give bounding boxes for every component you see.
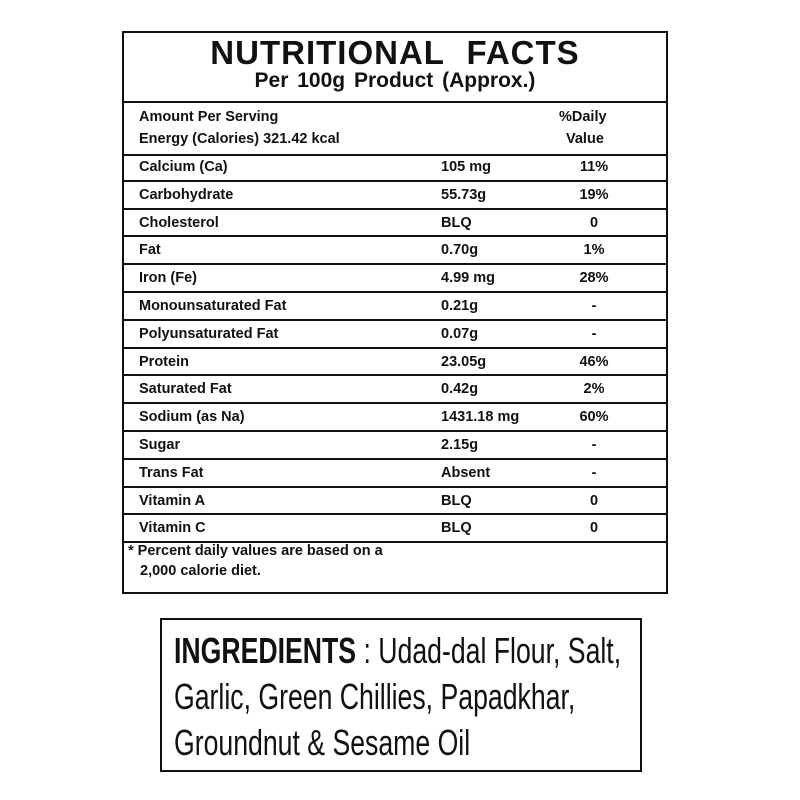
nutrient-daily-value: - xyxy=(591,297,597,314)
nutrient-daily-value: 2% xyxy=(583,381,605,398)
nutrient-amount: BLQ xyxy=(441,492,472,509)
nutrient-name: Calcium (Ca) xyxy=(139,159,228,175)
nutrient-row: Calcium (Ca) 105 mg 11% xyxy=(124,154,666,182)
ingredients-box: INGREDIENTS : Udad-dal Flour, Salt, Garl… xyxy=(160,618,642,772)
nutrient-amount: 0.42g xyxy=(441,381,479,398)
nutrient-row: Iron (Fe) 4.99 mg 28% xyxy=(124,265,666,293)
nutrient-row: Fat 0.70g 1% xyxy=(124,237,666,266)
nutrient-daily-value: 0 xyxy=(589,492,599,509)
nutrient-name: Carbohydrate xyxy=(139,186,234,203)
nutrient-daily-value: 11% xyxy=(579,159,609,175)
nutrient-amount: BLQ xyxy=(441,520,472,537)
nutrient-daily-value: - xyxy=(591,464,597,481)
nutrient-name: Iron (Fe) xyxy=(139,270,197,287)
energy-label: Energy (Calories) 321.42 kcal xyxy=(139,131,340,147)
nutrient-name: Cholesterol xyxy=(139,214,219,231)
nutrient-daily-value: 46% xyxy=(579,353,609,370)
ingredients-label: INGREDIENTS xyxy=(174,630,357,671)
nutrient-name: Monounsaturated Fat xyxy=(139,297,287,314)
nutrient-name: Vitamin C xyxy=(139,520,206,537)
nutrient-amount: 55.73g xyxy=(441,186,487,203)
facts-header: Amount Per Serving Energy (Calories) 321… xyxy=(124,101,666,156)
nutrient-row: Sugar 2.15g - xyxy=(124,432,666,460)
footnote: * Percent daily values are based on a 2,… xyxy=(128,541,383,581)
nutrient-name: Sodium (as Na) xyxy=(139,409,245,426)
nutrient-row: Saturated Fat 0.42g 2% xyxy=(124,376,666,405)
nutrient-amount: BLQ xyxy=(441,214,472,231)
nutrient-name: Vitamin A xyxy=(139,492,206,509)
nutrient-row: Protein 23.05g 46% xyxy=(124,349,666,377)
nutrient-amount: 105 mg xyxy=(441,159,491,175)
nutrient-name: Protein xyxy=(139,353,189,370)
nutrient-rows: Calcium (Ca) 105 mg 11% Carbohydrate 55.73g 1… xyxy=(124,154,666,544)
nutrient-daily-value: - xyxy=(591,325,597,342)
ingredients-text: INGREDIENTS : Udad-dal Flour, Salt, Garl… xyxy=(174,628,633,766)
nutrient-amount: 0.21g xyxy=(441,297,479,314)
nutrient-row: Vitamin C BLQ 0 xyxy=(124,515,666,544)
nutrient-row: Cholesterol BLQ 0 xyxy=(124,210,666,238)
nutrient-row: Trans Fat Absent - xyxy=(124,460,666,488)
nutrient-daily-value: 19% xyxy=(579,186,609,203)
daily-value-label-2: Value xyxy=(566,131,604,147)
nutrient-amount: 1431.18 mg xyxy=(441,409,520,426)
nutrient-daily-value: 0 xyxy=(589,520,599,537)
nutrient-name: Saturated Fat xyxy=(139,381,232,398)
daily-value-label: %Daily xyxy=(559,109,607,125)
nutrient-amount: 0.07g xyxy=(441,325,479,342)
nutrient-row: Monounsaturated Fat 0.21g - xyxy=(124,293,666,321)
nutrient-name: Trans Fat xyxy=(139,464,204,481)
nutrient-daily-value: 1% xyxy=(583,242,605,259)
nutrient-amount: 2.15g xyxy=(441,436,479,453)
nutrient-amount: Absent xyxy=(441,464,491,481)
nutrient-row: Carbohydrate 55.73g 19% xyxy=(124,182,666,210)
nutrient-row: Vitamin A BLQ 0 xyxy=(124,488,666,516)
nutrient-row: Sodium (as Na) 1431.18 mg 60% xyxy=(124,404,666,432)
nutrient-amount: 0.70g xyxy=(441,242,479,259)
nutrient-daily-value: 60% xyxy=(579,409,609,426)
ingredients-line-3: Groundnut & Sesame Oil xyxy=(174,722,471,763)
facts-title: NUTRITIONAL FACTS xyxy=(210,34,580,71)
nutrient-name: Sugar xyxy=(139,436,181,453)
nutrient-daily-value: - xyxy=(591,436,597,453)
nutrient-row: Polyunsaturated Fat 0.07g - xyxy=(124,321,666,349)
nutrient-daily-value: 28% xyxy=(579,270,609,287)
ingredients-line-2: Garlic, Green Chillies, Papadkhar, xyxy=(174,676,576,717)
nutrient-daily-value: 0 xyxy=(589,214,599,231)
facts-subtitle: Per 100g Product (Approx.) xyxy=(254,69,536,92)
nutrition-facts-table: NUTRITIONAL FACTS Per 100g Product (Appr… xyxy=(122,31,668,594)
nutrient-amount: 4.99 mg xyxy=(441,270,495,287)
nutrient-name: Fat xyxy=(139,242,161,259)
footnote-line-1: * Percent daily values are based on a xyxy=(128,543,383,559)
footnote-line-2: 2,000 calorie diet. xyxy=(140,563,261,579)
amount-per-serving-label: Amount Per Serving xyxy=(139,109,279,125)
nutrient-amount: 23.05g xyxy=(441,353,487,370)
nutrient-name: Polyunsaturated Fat xyxy=(139,325,279,342)
ingredients-line-1: : Udad-dal Flour, Salt, xyxy=(356,630,622,671)
